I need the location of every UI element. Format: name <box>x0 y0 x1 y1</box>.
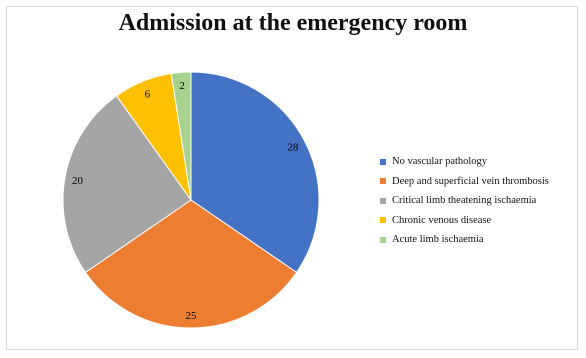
legend-item: No vascular pathology <box>380 152 549 172</box>
legend-swatch <box>380 178 386 185</box>
legend-label: Acute limb ischaemia <box>392 234 484 246</box>
pie-slice <box>190 71 320 274</box>
legend-label: Deep and superficial vein thrombosis <box>392 175 549 187</box>
pie-slice <box>170 71 192 201</box>
slice-value-label: 6 <box>145 88 151 100</box>
legend-item: Acute limb ischaemia <box>380 230 549 250</box>
chart-title: Admission at the emergency room <box>118 10 468 36</box>
slice-value-label: 25 <box>186 310 198 322</box>
legend-label: No vascular pathology <box>392 156 488 168</box>
legend-label: Chronic venous disease <box>392 214 492 226</box>
legend-swatch <box>380 158 386 165</box>
legend-item: Chronic venous disease <box>380 211 549 231</box>
pie-slice <box>84 199 298 329</box>
slice-value-label: 20 <box>72 175 84 187</box>
pie-slice <box>62 95 192 274</box>
legend-item: Critical limb theatening ischaemia <box>380 191 549 211</box>
slice-value-label: 28 <box>287 141 299 153</box>
legend-swatch <box>380 217 386 224</box>
chart-legend: No vascular pathology Deep and superficia… <box>380 152 549 250</box>
legend-item: Deep and superficial vein thrombosis <box>380 172 549 192</box>
legend-swatch <box>380 197 386 204</box>
legend-swatch <box>380 236 386 243</box>
legend-label: Critical limb theatening ischaemia <box>392 195 537 207</box>
slice-value-label: 2 <box>179 80 185 92</box>
